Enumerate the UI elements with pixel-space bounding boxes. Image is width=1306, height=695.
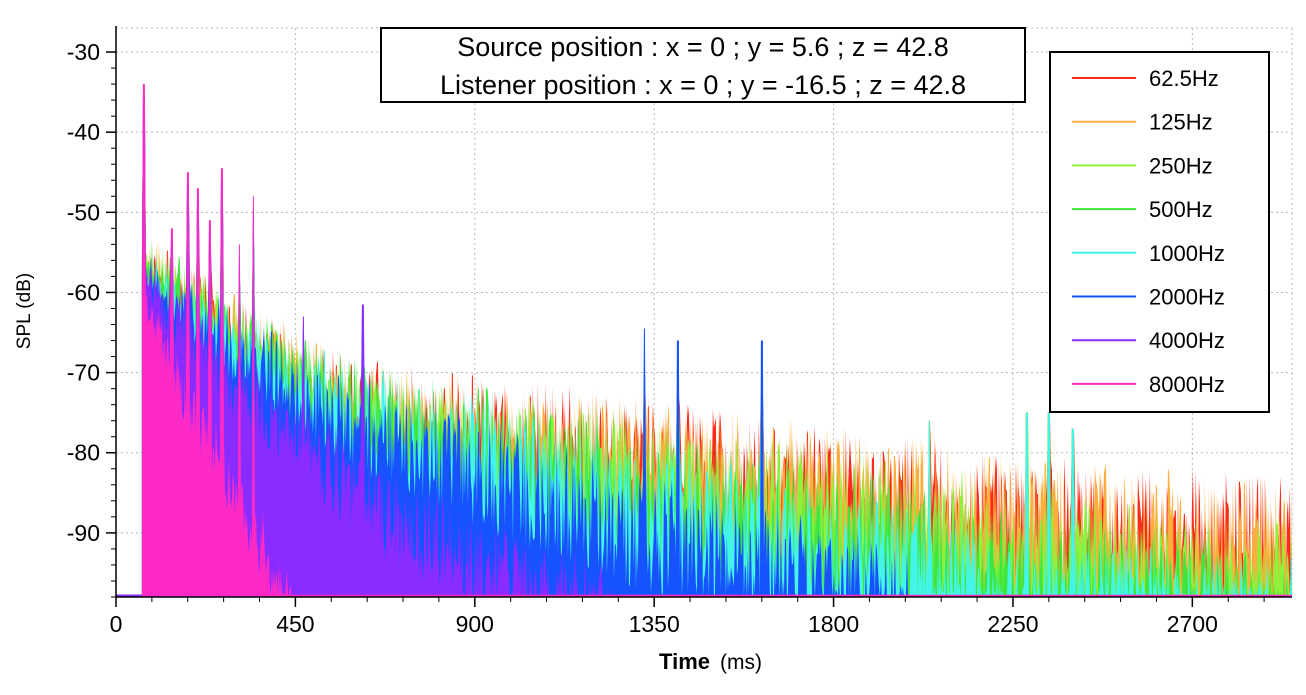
listener-position-text: Listener position : x = 0 ; y = -16.5 ; … [440,70,966,100]
legend: 62.5Hz 125Hz 250Hz 500Hz 1000Hz 2000Hz 4000Hz 8… [1049,51,1270,413]
x-axis-title: Time [659,649,710,674]
y-tick-label: -30 [67,39,100,65]
y-tick-label: -70 [67,360,100,386]
legend-label: 4000Hz [1149,328,1225,353]
x-tick-label: 900 [456,611,494,637]
x-ticks: 0 450 900 1350 1800 2250 2700 [110,597,1265,637]
x-tick-label: 0 [110,611,123,637]
legend-label: 125Hz [1149,110,1213,135]
plot-area [116,84,1292,598]
series-area-8000hz [141,84,292,598]
axes [115,26,1292,598]
legend-label: 1000Hz [1149,241,1225,266]
legend-label: 500Hz [1149,197,1213,222]
position-info-frame [380,27,1026,103]
x-axis-unit: (ms) [720,651,762,674]
source-position-text: Source position : x = 0 ; y = 5.6 ; z = … [457,32,949,62]
y-ticks: -30 -40 -50 -60 -70 -80 -90 [67,39,116,598]
y-tick-label: -60 [67,279,100,305]
y-tick-label: -90 [67,520,100,546]
legend-label: 250Hz [1149,153,1213,178]
x-tick-label: 2700 [1167,611,1218,637]
series-area-1000hz [141,116,1292,597]
x-tick-label: 2250 [987,611,1038,637]
x-tick-label: 1800 [808,611,859,637]
legend-label: 2000Hz [1149,285,1225,310]
y-axis-title: SPL (dB) [14,273,35,349]
y-tick-label: -80 [67,440,100,466]
legend-frame [1049,51,1270,413]
legend-label: 8000Hz [1149,372,1225,397]
y-tick-label: -40 [67,119,100,145]
x-tick-label: 1350 [629,611,680,637]
series-area-2000hz [141,108,914,597]
x-tick-label: 450 [276,611,314,637]
legend-label: 62.5Hz [1149,66,1219,91]
series-area-4000hz [141,96,615,597]
position-info-box: Source position : x = 0 ; y = 5.6 ; z = … [380,27,1026,103]
y-tick-label: -50 [67,199,100,225]
